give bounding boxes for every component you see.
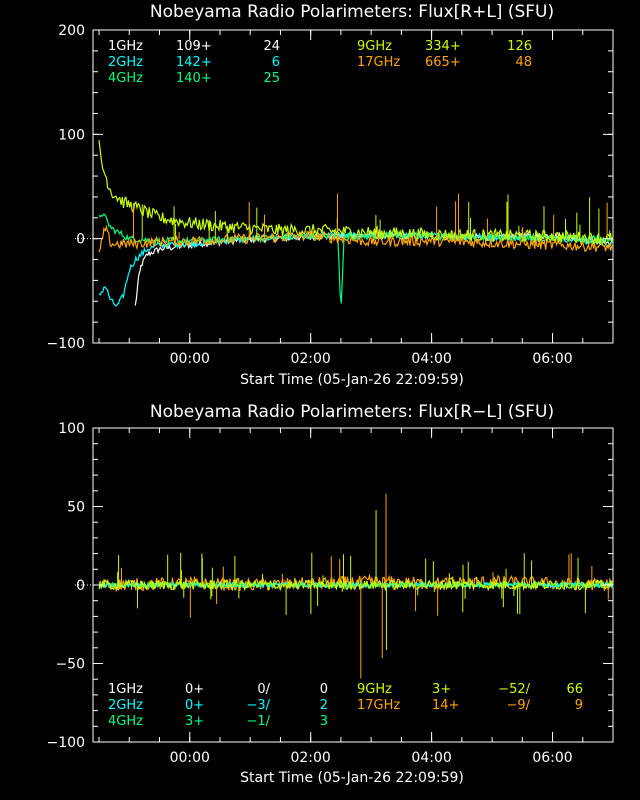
plot-frame	[92, 29, 614, 344]
legend-value-2: −1/	[246, 714, 270, 729]
legend-value-2: 126	[507, 39, 532, 54]
spike-layer	[117, 493, 611, 679]
legend-band-label: 9GHz	[357, 682, 392, 697]
spike-layer	[132, 193, 611, 239]
chart-title: Nobeyama Radio Polarimeters: Flux[R+L] (…	[150, 2, 554, 22]
legend-value-1: 665+	[425, 55, 461, 70]
x-tick-label: 02:00	[290, 351, 330, 367]
legend-band-label: 1GHz	[108, 682, 143, 697]
tick-layer: 200 100 0 −100 00:00 02:00 04:00 06:00	[47, 23, 614, 367]
y-tick-label: 100	[58, 127, 85, 143]
legend-value-1: 14+	[432, 698, 459, 713]
x-tick-label: 06:00	[532, 351, 572, 367]
y-tick-label: −100	[47, 336, 85, 352]
legend-value-1: 140+	[176, 71, 212, 86]
legend-value-2: −9/	[506, 698, 530, 713]
legend: 1GHz 0+ 0/0 2GHz 0+ −3/2 4GHz 3+ −1/3 9GHz 3+ −52/6…	[108, 682, 583, 729]
legend-value-1: 0+	[185, 698, 204, 713]
legend-band-label: 4GHz	[108, 714, 143, 729]
legend-band-label: 2GHz	[108, 698, 143, 713]
legend-band-label: 17GHz	[357, 55, 400, 70]
legend-band-label: 2GHz	[108, 55, 143, 70]
y-tick-label: 0	[76, 232, 85, 248]
x-tick-label: 02:00	[290, 750, 330, 766]
y-tick-label: 50	[67, 500, 85, 516]
series-line-9GHz	[98, 578, 614, 592]
x-tick-label: 06:00	[532, 750, 572, 766]
tick-layer: 100 50 0 −50 −100 00:00 02:00 04:00 06:00	[47, 421, 614, 766]
series-layer	[98, 140, 614, 307]
legend-value-3: 2	[320, 698, 328, 713]
flux-rl-diff-panel: Nobeyama Radio Polarimeters: Flux[R−L] (…	[47, 402, 614, 786]
legend-value-3: 9	[575, 698, 583, 713]
legend: 1GHz 109+ 24 2GHz 142+ 6 4GHz 140+ 25 9GHz 334+ 126…	[108, 39, 532, 86]
legend-value-1: 142+	[176, 55, 212, 70]
legend-value-3: 3	[320, 714, 328, 729]
legend-value-1: 3+	[432, 682, 451, 697]
legend-value-1: 0+	[185, 682, 204, 697]
legend-value-2: 6	[272, 55, 280, 70]
series-line-2GHz	[98, 229, 614, 307]
y-tick-label: 100	[58, 421, 85, 437]
legend-band-label: 9GHz	[357, 39, 392, 54]
legend-band-label: 4GHz	[108, 71, 143, 86]
legend-band-label: 1GHz	[108, 39, 143, 54]
y-tick-label: −50	[55, 657, 85, 673]
legend-band-label: 17GHz	[357, 698, 400, 713]
legend-value-2: 24	[263, 39, 280, 54]
legend-value-3: 0	[320, 682, 328, 697]
legend-value-2: 0/	[257, 682, 270, 697]
legend-value-1: 3+	[185, 714, 204, 729]
x-tick-label: 04:00	[411, 750, 451, 766]
series-line-17GHz	[98, 224, 614, 253]
y-tick-label: 0	[76, 578, 85, 594]
x-tick-label: 04:00	[411, 351, 451, 367]
x-axis-label: Start Time (05-Jan-26 22:09:59)	[240, 372, 464, 388]
x-tick-label: 00:00	[170, 351, 210, 367]
series-layer	[98, 573, 614, 593]
legend-value-2: 25	[263, 71, 280, 86]
series-line-9GHz	[98, 140, 614, 246]
legend-value-3: 66	[566, 682, 583, 697]
legend-value-2: −52/	[498, 682, 530, 697]
y-tick-label: −100	[47, 735, 85, 751]
legend-value-1: 109+	[176, 39, 212, 54]
chart-title: Nobeyama Radio Polarimeters: Flux[R−L] (…	[150, 402, 554, 422]
legend-value-2: −3/	[246, 698, 270, 713]
flux-rl-sum-panel: Nobeyama Radio Polarimeters: Flux[R+L] (…	[47, 2, 614, 388]
y-tick-label: 200	[58, 23, 85, 39]
x-tick-label: 00:00	[170, 750, 210, 766]
legend-value-1: 334+	[425, 39, 461, 54]
x-axis-label: Start Time (05-Jan-26 22:09:59)	[240, 770, 464, 786]
legend-value-2: 48	[515, 55, 532, 70]
